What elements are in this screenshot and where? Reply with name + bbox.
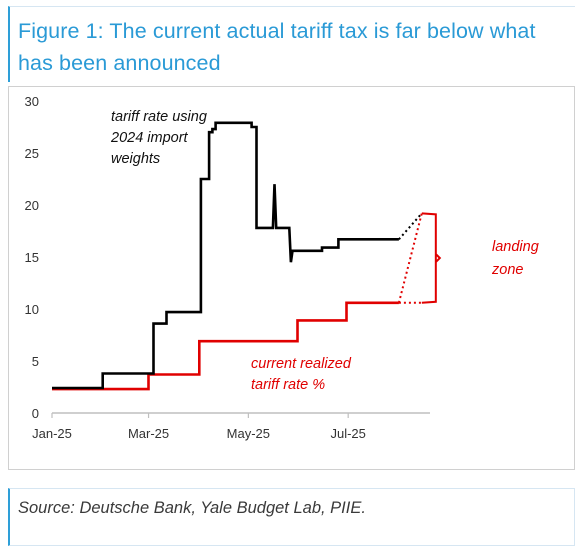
source-note: Source: Deutsche Bank, Yale Budget Lab, … — [18, 499, 366, 517]
source-box: Source: Deutsche Bank, Yale Budget Lab, … — [8, 488, 575, 546]
figure-title-box: Figure 1: The current actual tariff tax … — [8, 6, 575, 82]
chart-frame — [8, 86, 575, 470]
figure-title: Figure 1: The current actual tariff tax … — [18, 19, 536, 75]
